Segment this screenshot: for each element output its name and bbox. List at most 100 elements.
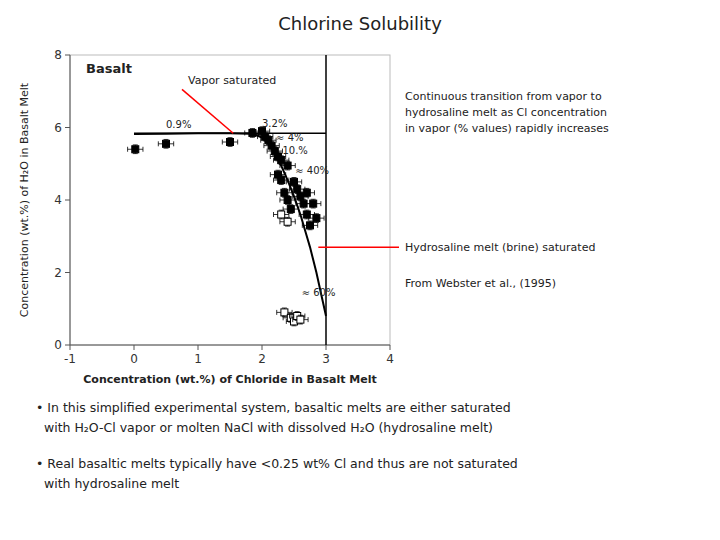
error-cap	[289, 314, 290, 319]
error-cap	[295, 219, 296, 224]
error-cap	[283, 315, 284, 320]
side-note: From Webster et al., (1995)	[405, 277, 556, 290]
callout-line	[182, 89, 233, 133]
error-cap	[158, 141, 159, 146]
open-square	[297, 316, 304, 323]
square	[249, 129, 256, 136]
square	[310, 200, 317, 207]
square	[294, 186, 301, 193]
x-tick-label: 3	[322, 352, 330, 366]
square	[227, 139, 234, 146]
x-tick	[70, 345, 71, 350]
error-cap	[288, 212, 289, 217]
error-cap	[308, 317, 309, 322]
square	[275, 171, 282, 178]
y-tick	[65, 272, 70, 273]
error-cap	[289, 187, 290, 192]
y-tick-label: 2	[54, 266, 62, 280]
error-cap	[270, 154, 271, 159]
square	[291, 178, 298, 185]
open-square	[284, 218, 291, 225]
error-cap	[299, 212, 300, 217]
open-square	[278, 211, 285, 218]
error-cap	[267, 149, 268, 154]
x-axis-label: Concentration (wt.%) of Chloride in Basa…	[83, 373, 376, 386]
square	[313, 215, 320, 222]
x-tick-label: -1	[64, 352, 76, 366]
error-cap	[244, 130, 245, 135]
title: Chlorine Solubility	[278, 13, 442, 34]
note: with hydrosaline melt	[36, 476, 179, 491]
error-cap	[279, 198, 280, 203]
note: • In this simplified experimental system…	[36, 400, 511, 415]
x-tick	[262, 345, 263, 350]
annotation: ≈ 60%	[302, 287, 336, 298]
error-cap	[302, 223, 303, 228]
error-cap	[320, 201, 321, 206]
square	[284, 197, 291, 204]
callout-line	[318, 246, 399, 248]
error-cap	[279, 163, 280, 168]
error-cap	[273, 212, 274, 217]
plot-data	[128, 55, 326, 345]
error-cap	[305, 201, 306, 206]
y-tick	[65, 127, 70, 128]
y-tick-label: 4	[54, 193, 62, 207]
y-tick-label: 6	[54, 121, 62, 135]
side-note-line: in vapor (% values) rapidly increases	[405, 122, 609, 135]
y-tick-label: 8	[54, 48, 62, 62]
error-cap	[279, 219, 280, 224]
annotation: 0.9%	[166, 119, 191, 130]
x-tick	[326, 345, 327, 350]
note: with H₂O-Cl vapor or molten NaCl with di…	[36, 420, 493, 435]
error-cap	[272, 134, 273, 139]
square	[132, 146, 139, 153]
callout-label: Hydrosaline melt (brine) saturated	[405, 241, 595, 254]
error-cap	[308, 216, 309, 221]
y-tick-label: 0	[54, 338, 62, 352]
error-cap	[298, 207, 299, 212]
x-tick-label: 1	[194, 352, 202, 366]
error-cap	[142, 147, 143, 152]
error-cap	[295, 198, 296, 203]
error-cap	[292, 317, 293, 322]
chart: Chlorine Solubility-10123402468Concentra…	[0, 0, 720, 540]
error-cap	[288, 178, 289, 183]
error-cap	[276, 190, 277, 195]
error-cap	[324, 216, 325, 221]
line	[134, 133, 326, 316]
error-cap	[301, 179, 302, 184]
error-cap	[222, 140, 223, 145]
x-tick	[134, 345, 135, 350]
x-tick-label: 4	[386, 352, 394, 366]
x-tick	[390, 345, 391, 350]
side-note-line: hydrosaline melt as Cl concentration	[405, 106, 607, 119]
error-cap	[270, 172, 271, 177]
square	[281, 189, 288, 196]
square	[303, 189, 310, 196]
error-cap	[260, 138, 261, 143]
annotation: 3.2%	[262, 118, 287, 129]
x-tick-label: 0	[130, 352, 138, 366]
plot-area	[70, 55, 390, 345]
error-cap	[273, 178, 274, 183]
error-cap	[127, 147, 128, 152]
annotation: ≈ 40%	[295, 165, 329, 176]
square	[303, 211, 310, 218]
note: • Real basaltic melts typically have <0.…	[36, 456, 518, 471]
square	[307, 222, 314, 229]
error-cap	[286, 319, 287, 324]
error-cap	[173, 141, 174, 146]
error-cap	[237, 140, 238, 145]
error-cap	[317, 223, 318, 228]
error-cap	[299, 190, 300, 195]
square	[163, 140, 170, 147]
error-cap	[257, 134, 258, 139]
error-cap	[285, 172, 286, 177]
error-cap	[314, 190, 315, 195]
error-cap	[276, 310, 277, 315]
square	[284, 162, 291, 169]
x-tick	[198, 345, 199, 350]
x-tick-label: 2	[258, 352, 266, 366]
error-cap	[269, 129, 270, 134]
